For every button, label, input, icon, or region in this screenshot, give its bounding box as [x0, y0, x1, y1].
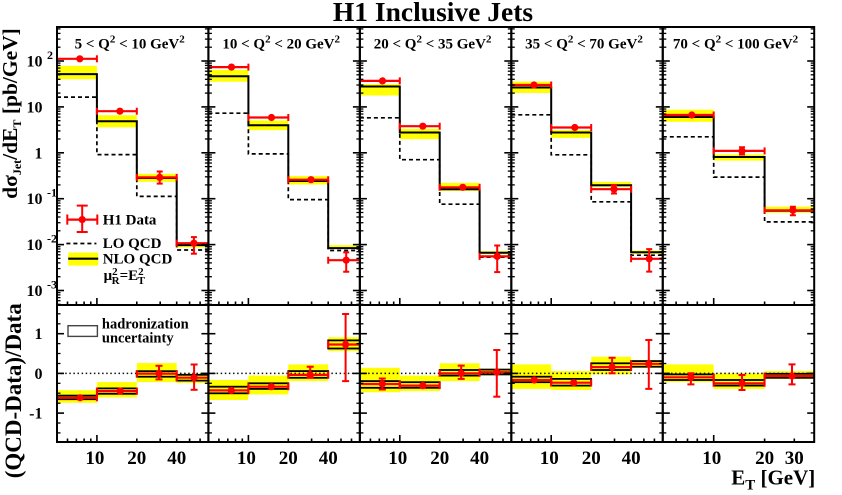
svg-text:(QCD-Data)/Data: (QCD-Data)/Data [1, 303, 26, 479]
svg-text:40: 40 [167, 448, 186, 469]
svg-text:10: 10 [27, 191, 43, 208]
svg-text:LO QCD: LO QCD [103, 236, 162, 252]
svg-text:10: 10 [237, 448, 256, 469]
svg-text:H1 Inclusive Jets: H1 Inclusive Jets [333, 0, 533, 27]
svg-text:NLO QCD: NLO QCD [103, 252, 173, 268]
svg-text:20: 20 [755, 448, 774, 469]
svg-text:10 < Q2 < 20 GeV2: 10 < Q2 < 20 GeV2 [222, 34, 340, 53]
svg-text:5 < Q2 < 10 GeV2: 5 < Q2 < 10 GeV2 [75, 34, 186, 53]
svg-text:10: 10 [27, 99, 43, 116]
svg-text:10: 10 [540, 448, 559, 469]
svg-text:20 < Q2 < 35 GeV2: 20 < Q2 < 35 GeV2 [374, 34, 492, 53]
svg-text:30: 30 [785, 448, 804, 469]
svg-text:uncertainty: uncertainty [102, 331, 174, 347]
svg-text:-1: -1 [47, 186, 57, 200]
svg-text:40: 40 [319, 448, 338, 469]
svg-text:10: 10 [85, 448, 104, 469]
svg-text:hadronization: hadronization [102, 317, 189, 333]
svg-text:-1: -1 [29, 406, 42, 423]
svg-text:10: 10 [702, 448, 721, 469]
svg-text:10: 10 [388, 448, 407, 469]
svg-text:10: 10 [27, 283, 43, 300]
svg-text:70 < Q2 < 100 GeV2: 70 < Q2 < 100 GeV2 [673, 34, 799, 53]
svg-text:-2: -2 [47, 232, 57, 246]
svg-text:20: 20 [127, 448, 146, 469]
svg-text:1: 1 [35, 326, 43, 343]
svg-text:μ2R=E2T: μ2 R=E2 T [104, 266, 146, 287]
svg-text:2: 2 [47, 48, 53, 62]
svg-text:20: 20 [582, 448, 601, 469]
svg-text:20: 20 [279, 448, 298, 469]
svg-text:-3: -3 [47, 278, 57, 292]
svg-text:20: 20 [430, 448, 449, 469]
svg-text:10: 10 [27, 54, 43, 71]
svg-text:1: 1 [35, 145, 43, 162]
svg-text:0: 0 [35, 366, 43, 383]
svg-text:H1 Data: H1 Data [103, 212, 157, 228]
svg-text:10: 10 [27, 237, 43, 254]
svg-text:40: 40 [622, 448, 641, 469]
svg-text:40: 40 [470, 448, 489, 469]
svg-text:ET [GeV]: ET [GeV] [731, 466, 815, 494]
svg-text:35 < Q2 < 70 GeV2: 35 < Q2 < 70 GeV2 [525, 34, 643, 53]
